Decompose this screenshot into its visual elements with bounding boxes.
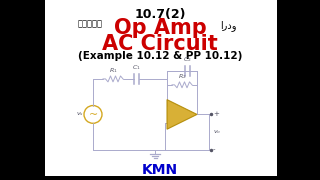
Text: $R_2$: $R_2$ <box>178 72 186 81</box>
Polygon shape <box>167 100 197 129</box>
Text: $v_s$: $v_s$ <box>76 111 84 118</box>
Text: $R_1$: $R_1$ <box>109 66 117 75</box>
Text: KMN: KMN <box>142 163 178 177</box>
Text: اردو: اردو <box>220 20 236 31</box>
Text: Op Amp: Op Amp <box>114 18 206 38</box>
Text: हिंदी: हिंदी <box>77 20 102 29</box>
Text: $C_1$: $C_1$ <box>132 63 140 72</box>
Text: +: + <box>213 111 219 117</box>
FancyBboxPatch shape <box>45 0 277 176</box>
Text: (Example 10.12 & PP 10.12): (Example 10.12 & PP 10.12) <box>78 51 242 61</box>
Text: $v_o$: $v_o$ <box>213 128 221 136</box>
Text: 10.7(2): 10.7(2) <box>134 8 186 21</box>
Text: ~: ~ <box>88 110 98 120</box>
Text: -: - <box>213 146 215 152</box>
Text: $C_2$: $C_2$ <box>183 55 191 64</box>
Text: AC Circuit: AC Circuit <box>102 33 218 53</box>
